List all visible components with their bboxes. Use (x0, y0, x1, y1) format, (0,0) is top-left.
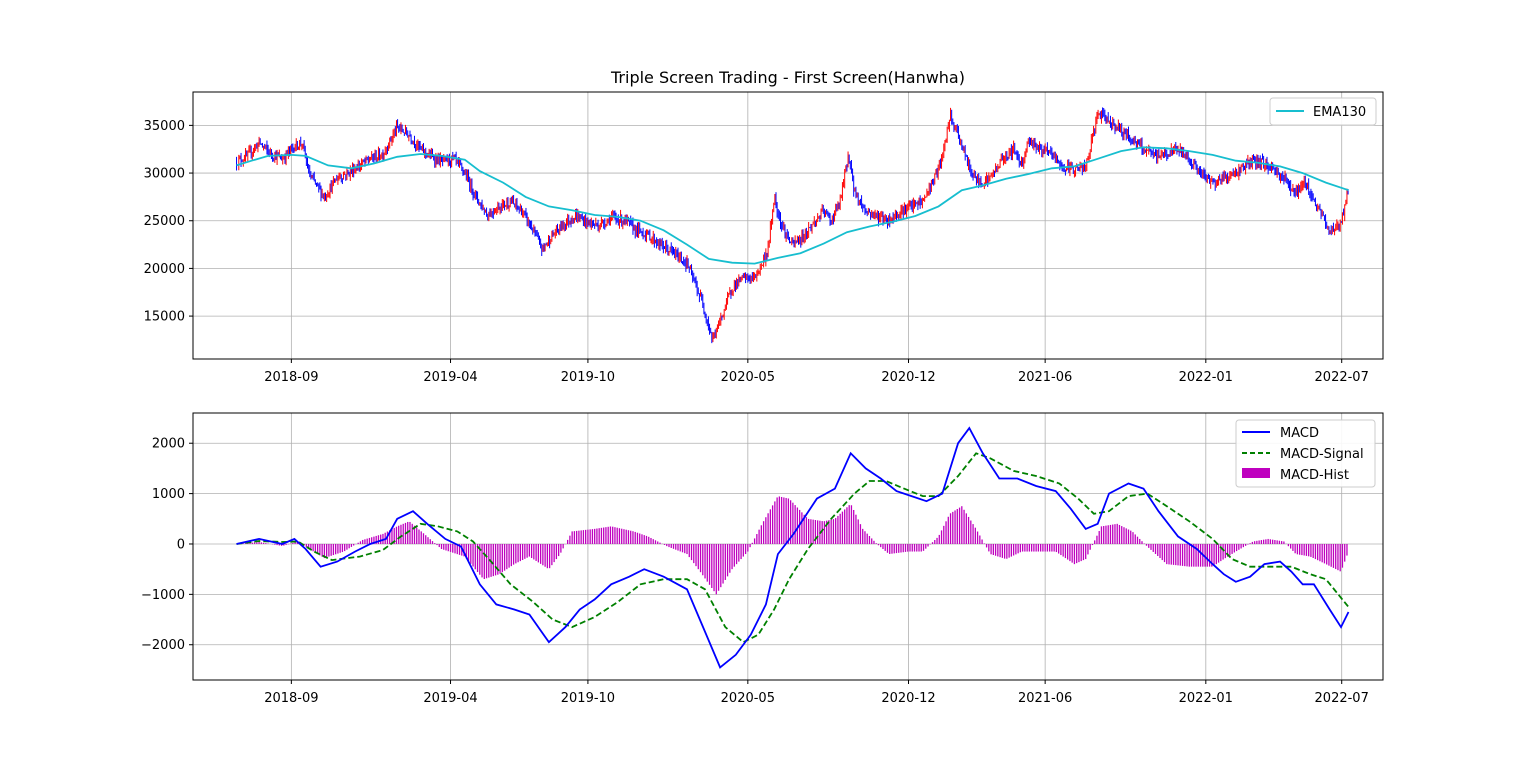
macd-y-ticks: −2000 −1000 0 1000 2000 (141, 437, 193, 653)
price-xtick-label: 2022-01 (1179, 370, 1233, 385)
macd-ytick-label: 0 (177, 537, 185, 552)
macd-xtick-label: 2020-05 (721, 691, 775, 706)
macd-xtick-label: 2021-06 (1018, 691, 1072, 706)
price-ytick-label: 15000 (144, 310, 185, 325)
price-ytick-label: 30000 (144, 167, 185, 182)
price-axes-frame (192, 91, 1384, 360)
macd-x-ticks: 2018-09 2019-04 2019-10 2020-05 2020-12 2021-… (264, 680, 1369, 706)
price-grid (193, 92, 1383, 359)
macd-axes-frame (192, 412, 1384, 681)
macd-hist-bars (238, 496, 1348, 595)
ema130-line (236, 146, 1349, 265)
price-ytick-label: 20000 (144, 262, 185, 277)
price-xtick-label: 2020-05 (721, 370, 775, 385)
legend-label-macd-signal: MACD-Signal (1280, 447, 1364, 462)
price-xtick-label: 2019-04 (423, 370, 477, 385)
price-xtick-label: 2018-09 (264, 370, 318, 385)
price-xtick-label: 2020-12 (881, 370, 935, 385)
price-xtick-label: 2019-10 (561, 370, 615, 385)
macd-xtick-label: 2018-09 (264, 691, 318, 706)
price-ytick-label: 35000 (144, 119, 185, 134)
price-xtick-label: 2022-07 (1315, 370, 1369, 385)
macd-xtick-label: 2019-04 (423, 691, 477, 706)
macd-ytick-label: 1000 (152, 487, 185, 502)
macd-xtick-label: 2022-01 (1179, 691, 1233, 706)
price-ytick-label: 25000 (144, 214, 185, 229)
price-legend-box (1269, 97, 1377, 126)
macd-legend: MACD MACD-Signal MACD-Hist (1235, 419, 1376, 488)
legend-label-macd-hist: MACD-Hist (1280, 468, 1349, 483)
macd-ytick-label: 2000 (152, 437, 185, 452)
macd-panel: −2000 −1000 0 1000 2000 2018-09 2019-04 2019-1… (141, 412, 1384, 706)
legend-swatch-macd-hist (1242, 468, 1270, 478)
macd-line (236, 426, 1350, 669)
macd-xtick-label: 2020-12 (881, 691, 935, 706)
legend-label-macd: MACD (1280, 426, 1319, 441)
price-y-ticks: 15000 20000 25000 30000 35000 (144, 119, 193, 325)
price-x-ticks: 2018-09 2019-04 2019-10 2020-05 2020-12 2021-… (264, 359, 1369, 385)
price-panel: 15000 20000 25000 30000 35000 2018-09 2019-04… (144, 91, 1384, 385)
legend-label-ema130: EMA130 (1313, 105, 1366, 120)
price-legend: EMA130 (1269, 97, 1377, 126)
macd-ytick-label: −1000 (141, 588, 185, 603)
macd-legend-box (1235, 419, 1376, 488)
price-xtick-label: 2021-06 (1018, 370, 1072, 385)
macd-xtick-label: 2022-07 (1315, 691, 1369, 706)
macd-ytick-label: −2000 (141, 638, 185, 653)
price-candles (236, 107, 1349, 344)
macd-xtick-label: 2019-10 (561, 691, 615, 706)
chart-title: Triple Screen Trading - First Screen(Han… (610, 68, 965, 87)
